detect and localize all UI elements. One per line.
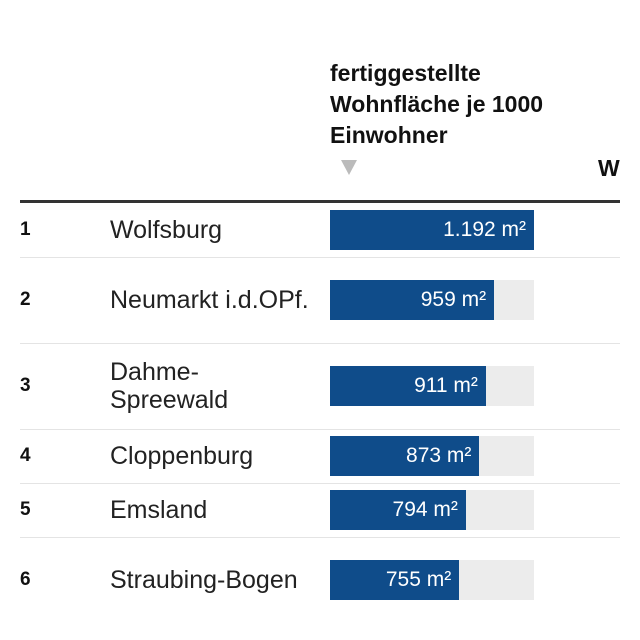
next-column-header[interactable]: W — [598, 155, 620, 181]
region-name: Wolfsburg — [110, 216, 223, 244]
region-name: Neumarkt i.d.OPf. — [110, 286, 309, 314]
rank: 4 — [20, 445, 31, 466]
column-header[interactable]: fertiggestellte Wohnfläche je 1000 Einwo… — [330, 60, 544, 148]
header-divider — [20, 200, 620, 203]
bar-value-label: 1.192 m² — [443, 218, 526, 241]
table-row: 4 Cloppenburg 873 m² — [20, 429, 620, 484]
bar-track: 794 m² — [330, 490, 534, 530]
table-row: 5 Emsland 794 m² — [20, 483, 620, 538]
sort-desc-icon[interactable] — [341, 160, 357, 175]
region-name: Cloppenburg — [110, 442, 254, 470]
region-name: Straubing-Bogen — [110, 566, 298, 594]
bar-value-label: 755 m² — [385, 568, 452, 591]
bar: 755 m² — [330, 560, 460, 600]
bar: 1.192 m² — [330, 210, 534, 250]
bar-value-label: 794 m² — [392, 498, 458, 521]
bar-track: 911 m² — [330, 366, 534, 406]
bar: 911 m² — [330, 366, 486, 406]
rank: 1 — [20, 219, 31, 240]
bar: 873 m² — [330, 436, 480, 476]
bar-track: 959 m² — [330, 280, 534, 320]
bar: 959 m² — [330, 280, 495, 320]
table-row: 6 Straubing-Bogen 755 m² — [20, 537, 620, 615]
bar-value-label: 911 m² — [414, 374, 478, 397]
rank: 6 — [20, 569, 31, 590]
bar-track: 1.192 m² — [330, 210, 534, 250]
table-row: 1 Wolfsburg 1.192 m² — [20, 203, 620, 258]
bar-value-label: 959 m² — [420, 288, 487, 311]
region-name: Emsland — [110, 496, 208, 524]
bar-track: 873 m² — [330, 436, 534, 476]
bar: 794 m² — [330, 490, 466, 530]
region-name: Dahme-Spreewald — [110, 358, 229, 414]
rank: 3 — [20, 375, 31, 396]
table-row: 2 Neumarkt i.d.OPf. 959 m² — [20, 257, 620, 344]
rank: 2 — [20, 289, 31, 310]
bar-track: 755 m² — [330, 560, 534, 600]
rank: 5 — [20, 499, 31, 520]
table-row: 3 Dahme-Spreewald 911 m² — [20, 343, 620, 430]
bar-value-label: 873 m² — [406, 444, 472, 467]
